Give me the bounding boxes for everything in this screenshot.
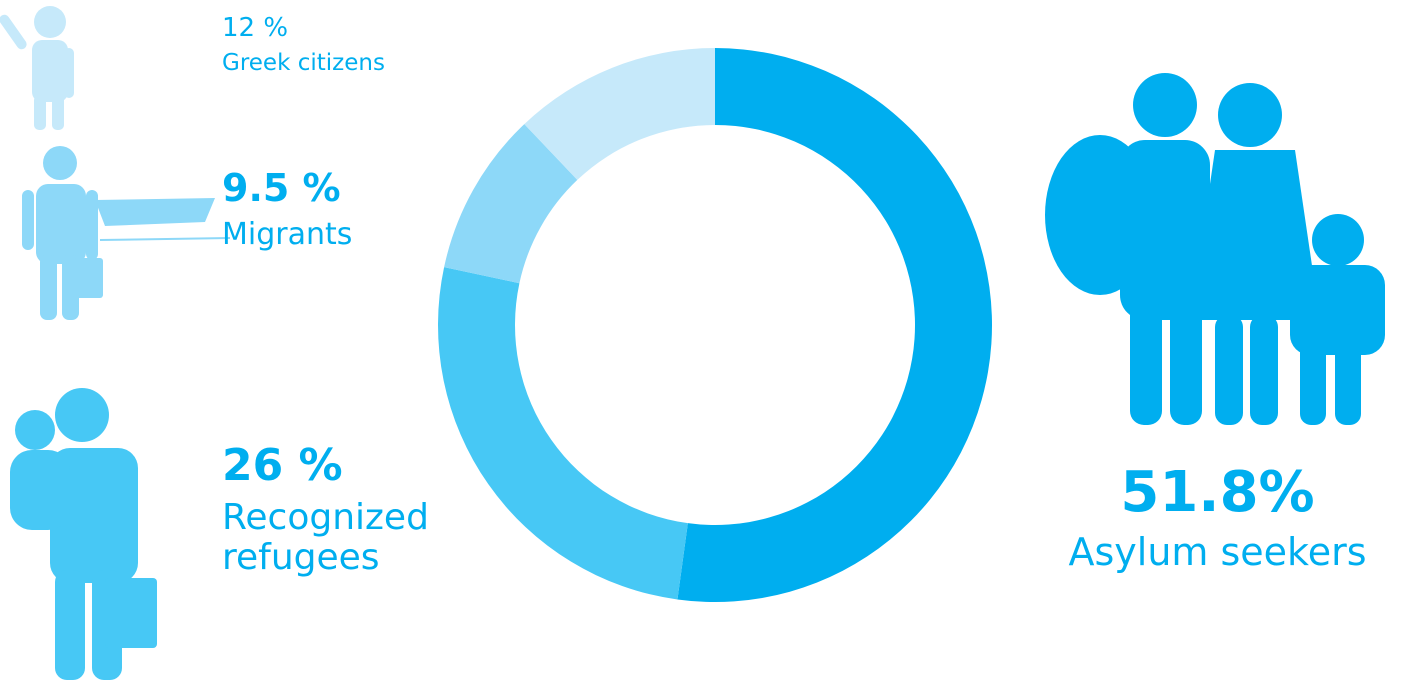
category-label: Migrants — [222, 216, 353, 252]
category-label: Greek citizens — [222, 49, 385, 76]
value-label: 9.5 % — [222, 166, 341, 210]
donut — [438, 48, 993, 602]
migrant-icon — [22, 146, 231, 320]
segment-label: 26 % Recognized refugees — [222, 440, 462, 578]
donut-segment — [677, 48, 993, 602]
category-label: Asylum seekers — [1068, 529, 1367, 574]
value-label: 12 % — [222, 13, 289, 43]
segment-label: 12 % Greek citizens — [222, 14, 482, 76]
value-label: 51.8% — [1120, 460, 1315, 525]
refugee-icon — [10, 388, 157, 680]
category-label: Recognized refugees — [222, 497, 429, 578]
segment-label: 51.8% Asylum seekers — [1030, 462, 1402, 573]
donut-segment — [438, 267, 688, 600]
greek-citizen-icon — [0, 6, 74, 130]
donut-segment — [444, 124, 578, 284]
donut-segment — [524, 48, 715, 180]
family-icon — [1045, 73, 1385, 425]
segment-label: 9.5 % Migrants — [222, 166, 482, 252]
value-label: 26 % — [222, 440, 343, 491]
